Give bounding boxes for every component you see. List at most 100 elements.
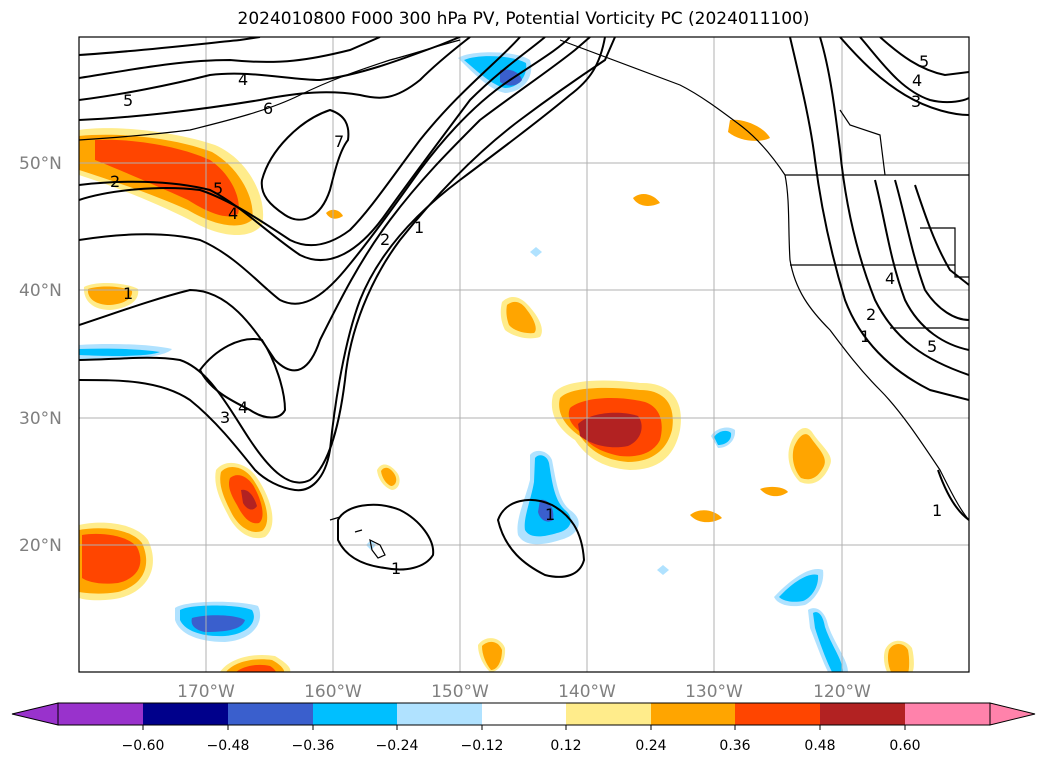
pv-negative-region (813, 612, 843, 672)
pv-negative-region (714, 430, 732, 445)
colorbar-extend-min (11, 702, 59, 726)
pv-contour (914, 184, 969, 286)
pv-contour (79, 37, 261, 56)
pv-positive-region (236, 664, 276, 672)
lat-label: 50°N (19, 154, 62, 174)
map-title: 2024010800 F000 300 hPa PV, Potential Vo… (237, 9, 810, 29)
contour-label: 5 (123, 91, 133, 110)
lat-label: 40°N (19, 281, 62, 301)
pv-negative-region (79, 348, 160, 356)
lat-label: 20°N (19, 536, 62, 556)
colorbar: −0.60 −0.48 −0.36 −0.24 −0.12 0.12 0.24 … (11, 702, 1036, 754)
colorbar-extend-max (989, 702, 1036, 726)
lat-lon-grid (79, 37, 969, 672)
colorbar-tick-label: −0.24 (376, 738, 419, 754)
pv-positive-region (728, 119, 770, 141)
lon-label: 160°W (304, 682, 362, 702)
colorbar-segment (143, 703, 228, 725)
contour-label: 1 (932, 501, 942, 520)
pv-positive-region (381, 467, 397, 486)
colorbar-segment (228, 703, 313, 725)
coastlines (79, 39, 969, 559)
colorbar-tick-label: 0.12 (550, 738, 581, 754)
pv-positive-region (633, 193, 660, 206)
contour-label: 3 (220, 408, 230, 427)
contour-label: 4 (885, 269, 895, 288)
pv-positive-region (578, 412, 642, 448)
canada-provincial-border (839, 109, 886, 176)
contour-label: 2 (380, 230, 390, 249)
pv-contour (496, 499, 586, 578)
lat-label: 30°N (19, 409, 62, 429)
pv-positive-region (792, 434, 825, 480)
contour-label: 4 (912, 71, 922, 90)
colorbar-tick-label: −0.36 (292, 738, 335, 754)
pv-contour (79, 37, 591, 372)
contour-label: 5 (927, 337, 937, 356)
pv-contour (839, 37, 969, 116)
hawaii-island (369, 538, 386, 559)
pv-contour (859, 37, 969, 104)
pv-contour (79, 37, 521, 247)
contour-label: 5 (213, 179, 223, 198)
pv-contour (79, 37, 471, 121)
colorbar-tick-label: −0.48 (207, 738, 250, 754)
pv-negative-region (524, 455, 571, 537)
pv-positive-region (760, 486, 788, 497)
colorbar-segment (651, 703, 735, 725)
colorbar-segment (58, 703, 143, 725)
na-west-coast (784, 174, 969, 521)
pv-positive-region (95, 139, 239, 217)
pv-negative-region (191, 615, 245, 632)
us-state-border (920, 227, 969, 278)
pv-contour (260, 108, 350, 221)
colorbar-segment (905, 703, 990, 725)
pv-contour (894, 179, 969, 321)
pv-positive-region (887, 644, 910, 672)
colorbar-segment (482, 703, 566, 725)
colorbar-tick-label: 0.60 (889, 738, 920, 754)
colorbar-tick-label: 0.24 (635, 738, 666, 754)
pv-contour (937, 469, 969, 521)
colorbar-tick-label: 0.48 (804, 738, 835, 754)
contour-labels: 4 5 6 7 2 5 4 2 1 1 3 4 1 1 5 4 3 4 2 1 … (110, 52, 942, 578)
pv-contour (79, 37, 616, 484)
colorbar-tick-label: 0.36 (719, 738, 750, 754)
pv-contour (819, 37, 969, 376)
pv-positive-region (482, 641, 502, 670)
pv-negative-region (530, 247, 542, 257)
contour-label: 4 (238, 398, 248, 417)
pv-contour (79, 37, 461, 101)
pv-contour (79, 37, 571, 305)
lon-label: 130°W (685, 682, 743, 702)
colorbar-tick-label: −0.12 (461, 738, 504, 754)
lon-label: 140°W (558, 682, 616, 702)
contour-label: 4 (238, 70, 248, 89)
pv-anomaly-fills (79, 52, 914, 672)
colorbar-segment (735, 703, 820, 725)
pv-contour (879, 37, 969, 77)
colorbar-tick-label: −0.60 (122, 738, 165, 754)
contour-label: 2 (866, 305, 876, 324)
contour-label: 5 (919, 52, 929, 71)
pv-contour (337, 503, 435, 571)
pv-contour (79, 37, 546, 261)
pv-positive-region (690, 510, 722, 523)
pv-positive-region (82, 533, 141, 584)
pv-negative-region (779, 574, 819, 602)
lon-label: 150°W (431, 682, 489, 702)
contour-label: 3 (911, 92, 921, 111)
latitude-labels: 50°N 40°N 30°N 20°N (19, 154, 62, 556)
pv-positive-region (506, 301, 536, 334)
longitude-labels: 170°W 160°W 150°W 140°W 130°W 120°W (177, 682, 871, 702)
contour-label: 1 (414, 218, 424, 237)
pv-positive-region (87, 286, 133, 305)
pv-contour (198, 338, 287, 419)
contour-label: 1 (860, 327, 870, 346)
pv-positive-region (241, 489, 257, 510)
pv-positive-region (326, 209, 343, 219)
map-frame (78, 36, 970, 673)
pv-contour (874, 179, 969, 351)
pv-negative-region (657, 565, 669, 575)
